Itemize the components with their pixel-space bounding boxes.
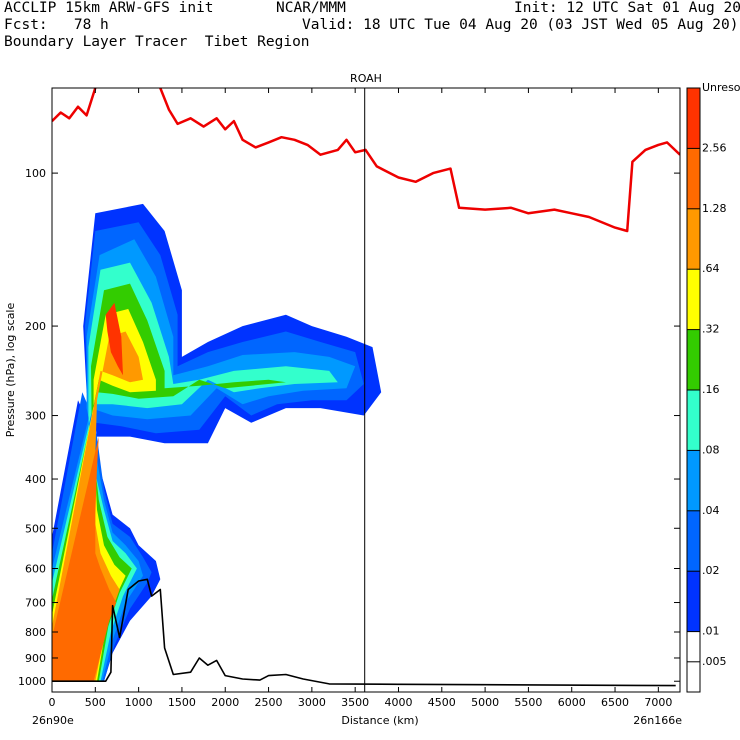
header-org: NCAR/MMM [276,0,346,16]
colorbar-swatch [687,148,700,209]
x-end-label: 26n166e [633,714,682,727]
colorbar-swatch [687,269,700,330]
colorbar-label: .04 [702,504,720,517]
colorbar-label: .64 [702,262,720,275]
colorbar-label: .32 [702,323,720,336]
colorbar-swatch [687,571,700,632]
colorbar: Unresolvable 2.56 1.28 .64 .32 .16 .08 .04 .02 .0… [686,81,740,693]
y-tick-label: 700 [25,597,46,610]
y-tick-label: 800 [25,626,46,639]
colorbar-label: .005 [702,655,727,668]
terrain-line [52,578,676,687]
y-tick-label: 100 [25,167,46,180]
x-tick-label: 6000 [558,696,586,709]
colorbar-label: Unresolvable [702,81,740,94]
y-tick-label: 400 [25,473,46,486]
header-model-line: ACCLIP 15km ARW-GFS init [4,0,214,16]
colorbar-label: .02 [702,564,720,577]
colorbar-swatch [687,450,700,511]
tropopause-line [52,88,680,233]
tracer-region-1p28 [52,436,117,682]
colorbar-swatch [687,510,700,572]
x-tick-label: 7000 [644,696,672,709]
x-axis-label: Distance (km) [341,714,418,727]
colorbar-swatch [687,88,700,149]
x-tick-label: 500 [85,696,106,709]
colorbar-swatch [687,390,700,451]
tracer-region-2p56 [105,302,123,376]
x-tick-label: 6500 [601,696,629,709]
plot-frame [51,87,681,693]
y-axis-label: Pressure (hPa), log scale [4,303,17,438]
y-tick-label: 200 [25,320,46,333]
y-tick-label: 300 [25,410,46,423]
x-tick-label: 1000 [125,696,153,709]
colorbar-label: .01 [702,625,720,638]
header-valid-line: Valid: 18 UTC Tue 04 Aug 20 (03 JST Wed … [302,17,739,33]
series-lines [52,88,680,687]
header-field-line: Boundary Layer Tracer Tibet Region [4,34,310,50]
x-tick-label: 3500 [341,696,369,709]
colorbar-swatch [687,208,700,270]
x-tick-label: 5500 [514,696,542,709]
colorbar-label: 2.56 [702,141,727,154]
colorbar-label: 1.28 [702,202,727,215]
y-tick-label: 600 [25,563,46,576]
x-tick-label: 0 [49,696,56,709]
x-tick-label: 1500 [168,696,196,709]
x-tick-label: 3000 [298,696,326,709]
x-tick-label: 4500 [428,696,456,709]
y-axis: 100 200 300 400 500 600 700 800 900 1000 [18,167,680,688]
x-tick-label: 2500 [255,696,283,709]
x-tick-label: 4000 [384,696,412,709]
colorbar-label: .08 [702,443,720,456]
tracer-contours [52,177,403,682]
x-tick-label: 2000 [211,696,239,709]
y-tick-label: 900 [25,652,46,665]
x-tick-label: 5000 [471,696,499,709]
y-tick-label: 500 [25,522,46,535]
colorbar-swatch [687,329,700,390]
header-fcst-line: Fcst: 78 h [4,17,109,33]
x-axis: 0 500 1000 1500 2000 2500 3000 3500 4000 4500 5000… [49,88,672,709]
header-init-line: Init: 12 UTC Sat 01 Aug 20 [514,0,740,16]
y-tick-label: 1000 [18,675,46,688]
x-start-label: 26n90e [32,714,74,727]
colorbar-label: .16 [702,383,720,396]
chart-title: ROAH [350,72,382,85]
